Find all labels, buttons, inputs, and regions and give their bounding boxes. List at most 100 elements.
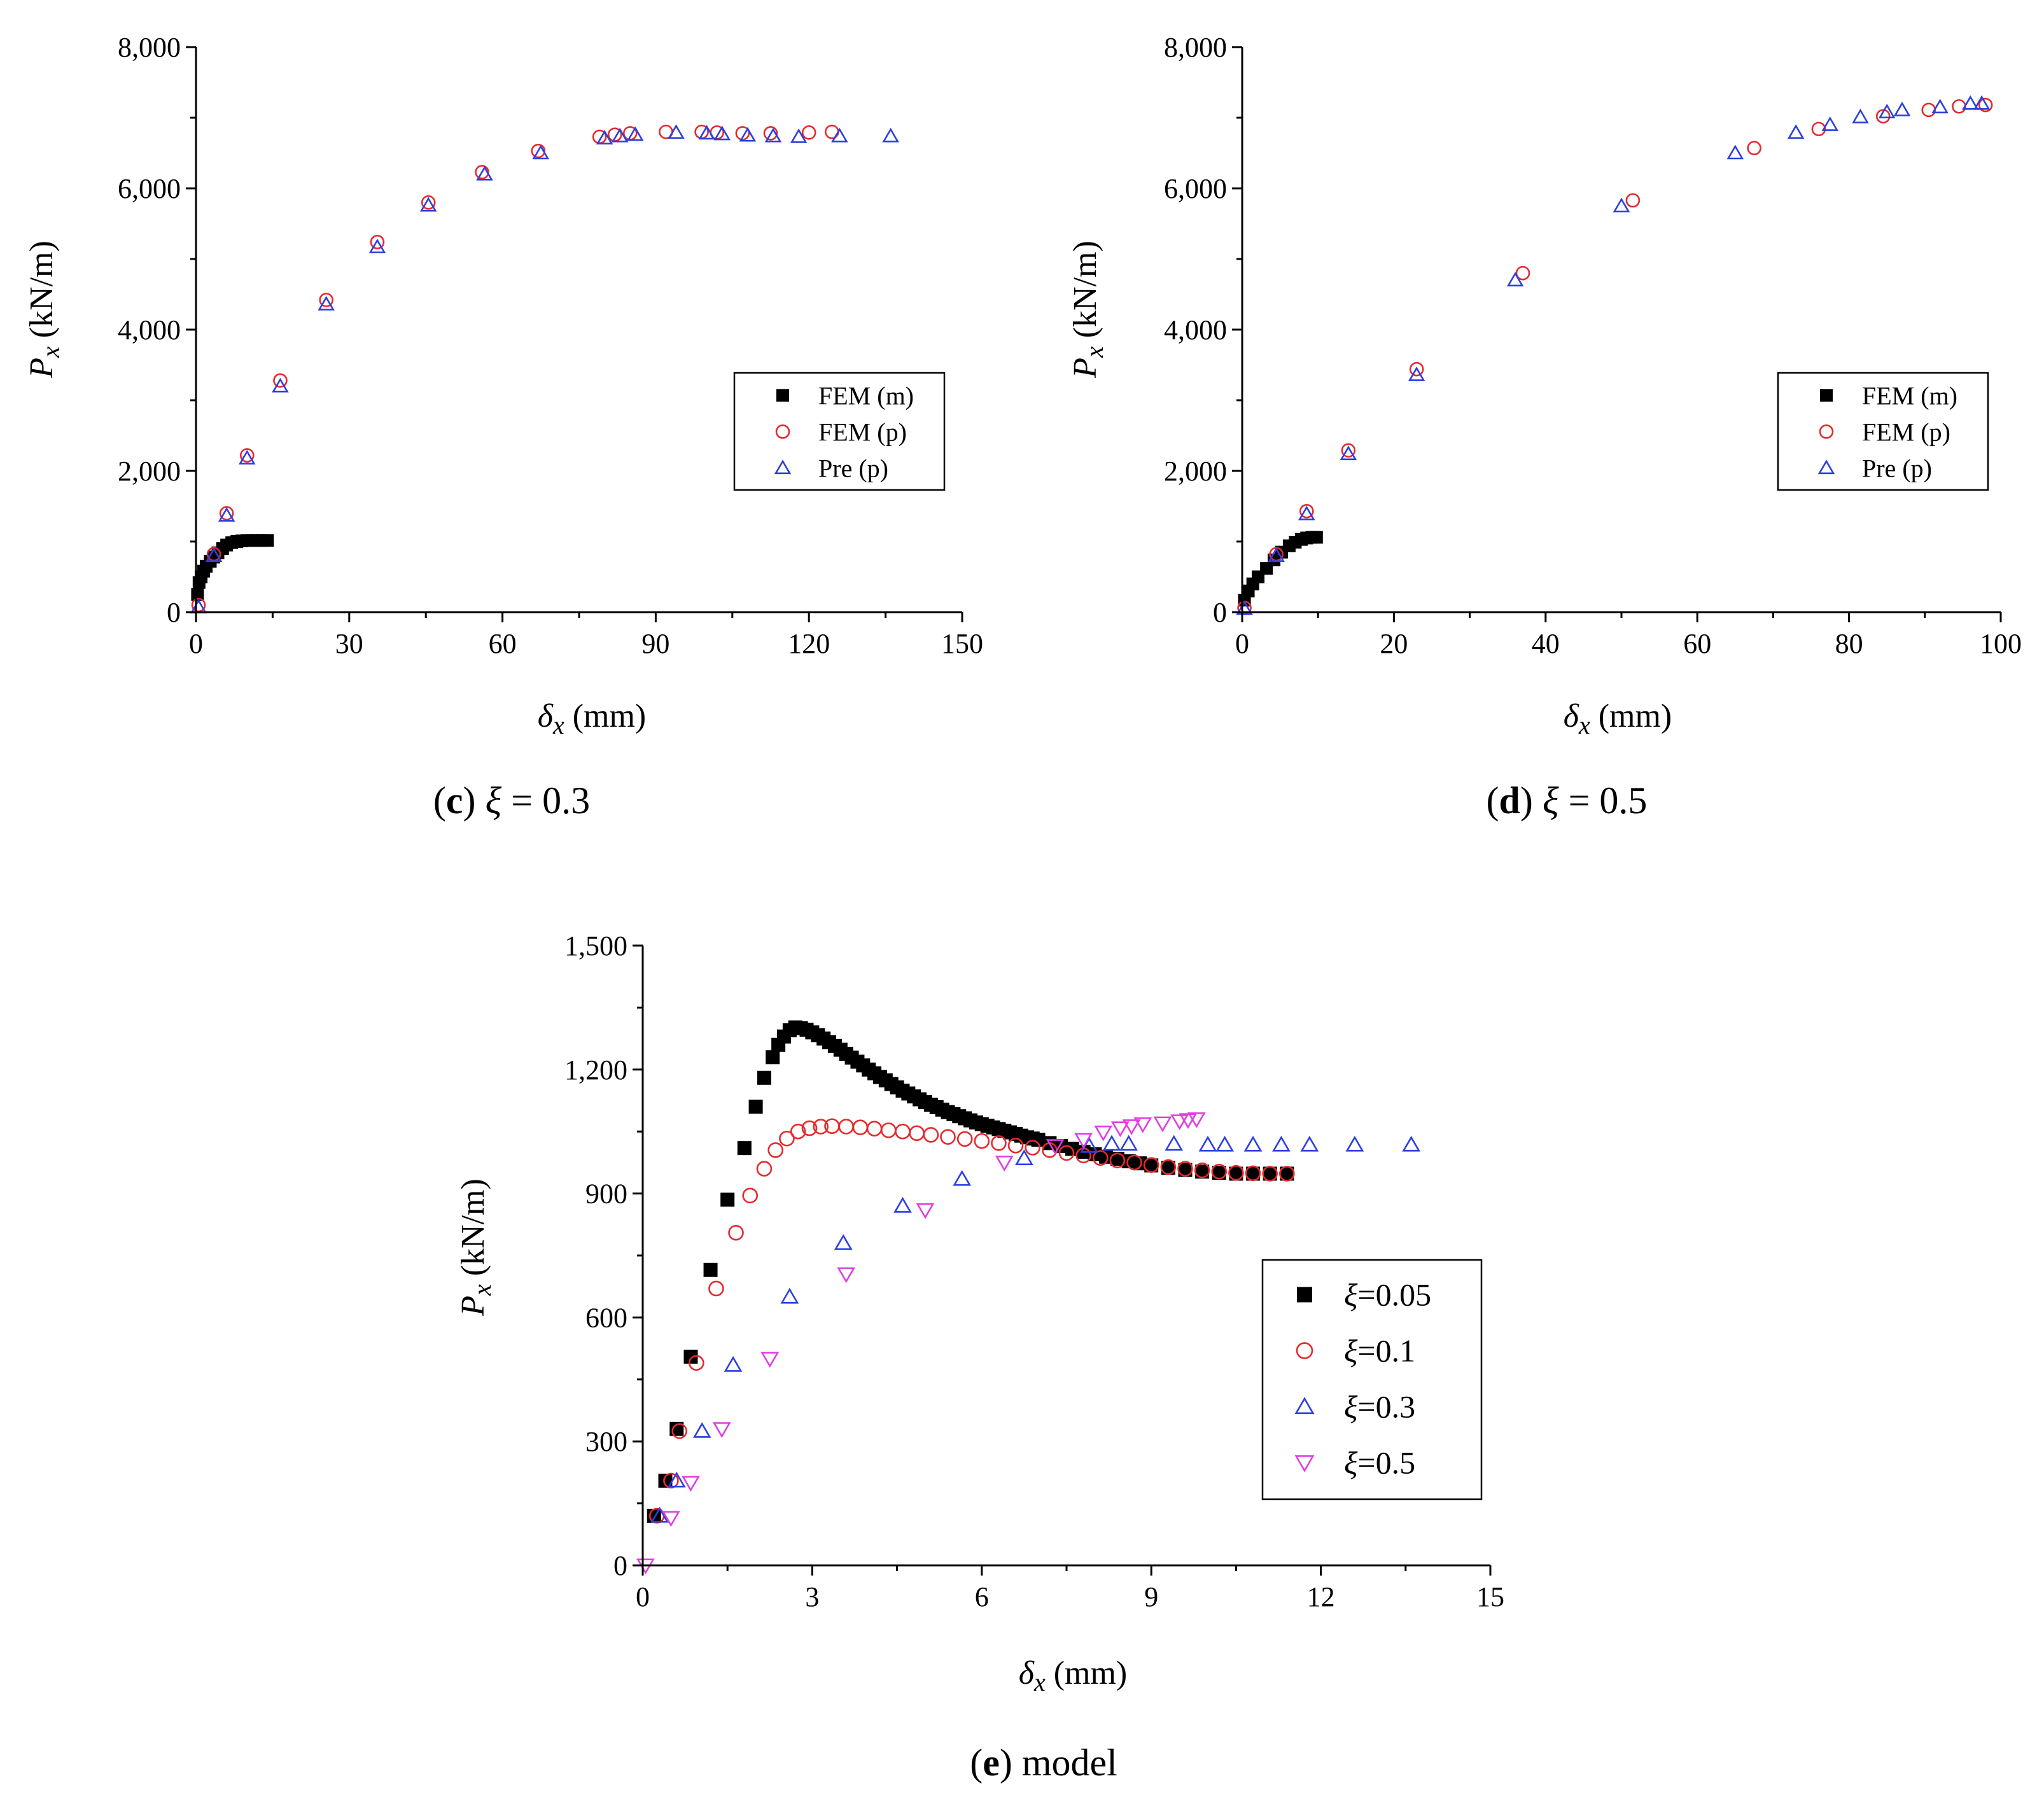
data-point-e-3-17 [1187, 1112, 1206, 1128]
data-point-e-1-18 [895, 1123, 911, 1140]
data-point-e-1-9 [779, 1130, 795, 1147]
data-point-c-1-3 [239, 448, 255, 463]
panel-e-xtick-label-3: 9 [1144, 1581, 1158, 1612]
data-point-d-2-5 [1506, 272, 1524, 287]
data-point-e-1-32 [1126, 1154, 1142, 1171]
data-point-e-1-25 [1007, 1137, 1024, 1154]
panel-e-xtick-label-5: 15 [1476, 1581, 1504, 1612]
panel-e-ylabel: Px (kN/m) [455, 1178, 496, 1317]
panel-d-legend: FEM (m) FEM (p) Pre (p) [1777, 372, 1989, 491]
panel-e-marks [636, 1020, 1421, 1575]
panel-d-series-2 [1236, 95, 1991, 615]
data-point-e-1-38 [1228, 1164, 1244, 1181]
data-point-e-1-28 [1058, 1145, 1075, 1161]
data-point-d-1-12 [1978, 97, 1993, 113]
panel-e-legend: ξ=0.05 ξ=0.1 ξ=0.3 ξ=0.5 [1261, 1259, 1483, 1500]
data-point-e-1-4 [708, 1280, 724, 1297]
panel-c-legend-marker-0 [776, 389, 789, 402]
panel-c-series-1 [191, 124, 839, 613]
data-point-d-2-10 [1852, 108, 1869, 123]
data-point-d-2-13 [1931, 99, 1949, 114]
panel-d-caption: (d) ξ = 0.5 [1487, 780, 1648, 822]
data-point-c-1-7 [421, 195, 436, 210]
data-point-e-1-23 [974, 1133, 990, 1149]
panel-c-series-0 [191, 534, 274, 601]
panel-d-ytick-label-4: 8,000 [1164, 32, 1227, 63]
data-point-e-2-2 [692, 1422, 711, 1438]
data-point-d-0-12 [1310, 531, 1323, 544]
data-point-e-1-22 [956, 1131, 973, 1147]
data-point-e-2-10 [1102, 1135, 1121, 1151]
data-point-e-3-7 [995, 1156, 1014, 1172]
data-point-e-3-9 [1074, 1133, 1093, 1149]
data-point-e-0-64 [1121, 1154, 1136, 1168]
panel-d-marks [1236, 95, 1993, 615]
panel-c-legend-marker-2 [774, 459, 792, 475]
panel-c-ytick-label-3: 6,000 [118, 173, 181, 204]
panel-e-legend-marker-0 [1297, 1287, 1312, 1303]
data-point-d-2-14 [1962, 95, 1979, 110]
panel-d-xtick-label-4: 80 [1835, 628, 1863, 659]
data-point-e-3-3 [712, 1422, 731, 1438]
data-point-d-2-6 [1613, 197, 1630, 213]
data-point-e-1-37 [1211, 1163, 1228, 1180]
data-point-c-1-16 [735, 126, 750, 141]
panel-d-ytick-label-2: 4,000 [1164, 314, 1227, 346]
data-point-e-3-5 [837, 1267, 856, 1283]
data-point-d-1-6 [1625, 193, 1641, 208]
data-point-e-1-31 [1109, 1152, 1126, 1168]
panel-c-legend-box [733, 372, 946, 491]
data-point-e-2-4 [780, 1287, 799, 1304]
data-point-c-2-18 [790, 128, 808, 143]
panel-d-xlabel: δx (mm) [1564, 698, 1672, 739]
data-point-c-0-0 [191, 588, 204, 601]
panel-e-caption: (e) model [970, 1742, 1117, 1784]
panel-c-caption: (c) ξ = 0.3 [433, 780, 590, 822]
panel-c-xlabel: δx (mm) [538, 698, 646, 739]
panel-c-ytick-label-1: 2,000 [118, 456, 181, 487]
data-point-d-2-8 [1787, 124, 1805, 139]
panel-c-marks [190, 124, 899, 614]
data-point-c-1-6 [370, 235, 385, 249]
panel-d-xtick-label-0: 0 [1235, 628, 1249, 659]
data-point-e-3-6 [916, 1203, 935, 1219]
data-point-e-1-15 [852, 1119, 869, 1136]
data-point-e-0-1 [658, 1473, 673, 1488]
panel-d-xtick-label-1: 20 [1380, 628, 1408, 659]
data-point-c-2-3 [239, 449, 256, 465]
panel-c-legend: FEM (m) FEM (p) Pre (p) [733, 372, 946, 491]
panel-e-series-0 [647, 1020, 1294, 1523]
panel-e-xtick-label-0: 0 [636, 1581, 650, 1612]
data-point-e-1-21 [940, 1129, 956, 1145]
data-point-e-2-18 [1345, 1135, 1364, 1152]
panel-e-legend-marker-3 [1294, 1455, 1315, 1472]
data-point-e-1-5 [728, 1224, 744, 1241]
panel-e-axes: 0 3 6 9 12 15 0 300 600 900 1,200 1,500 [564, 930, 1504, 1612]
data-point-e-1-26 [1025, 1140, 1041, 1156]
panel-e-xlabel: δx (mm) [1019, 1655, 1127, 1696]
data-point-c-2-20 [882, 127, 899, 143]
data-point-c-2-10 [596, 130, 613, 144]
data-point-e-1-10 [790, 1123, 806, 1140]
data-point-c-1-5 [319, 293, 333, 307]
panel-d-axes: 0 20 40 60 80 100 0 2,000 4,000 6,000 8,000 [1164, 32, 2022, 659]
data-point-e-0-6 [737, 1141, 752, 1156]
data-point-e-2-16 [1272, 1135, 1291, 1152]
data-point-e-0-8 [757, 1070, 771, 1085]
data-point-c-2-17 [764, 127, 782, 143]
data-point-e-0-7 [748, 1100, 763, 1114]
data-point-d-2-9 [1821, 116, 1839, 131]
data-point-d-1-9 [1875, 109, 1891, 124]
panel-e-series-3 [636, 1112, 1206, 1575]
panel-c-ytick-label-2: 4,000 [118, 314, 181, 346]
panel-e-ytick-label-4: 1,200 [564, 1054, 627, 1086]
data-point-c-2-9 [532, 144, 550, 160]
panel-c-ylabel: Px (kN/m) [24, 241, 65, 379]
panel-d-ytick-label-1: 2,000 [1164, 456, 1227, 487]
data-point-e-1-1 [663, 1472, 679, 1489]
data-point-e-3-12 [1122, 1119, 1141, 1135]
data-point-e-1-19 [909, 1125, 925, 1142]
data-point-c-2-19 [831, 127, 848, 143]
data-point-e-1-30 [1092, 1150, 1109, 1166]
